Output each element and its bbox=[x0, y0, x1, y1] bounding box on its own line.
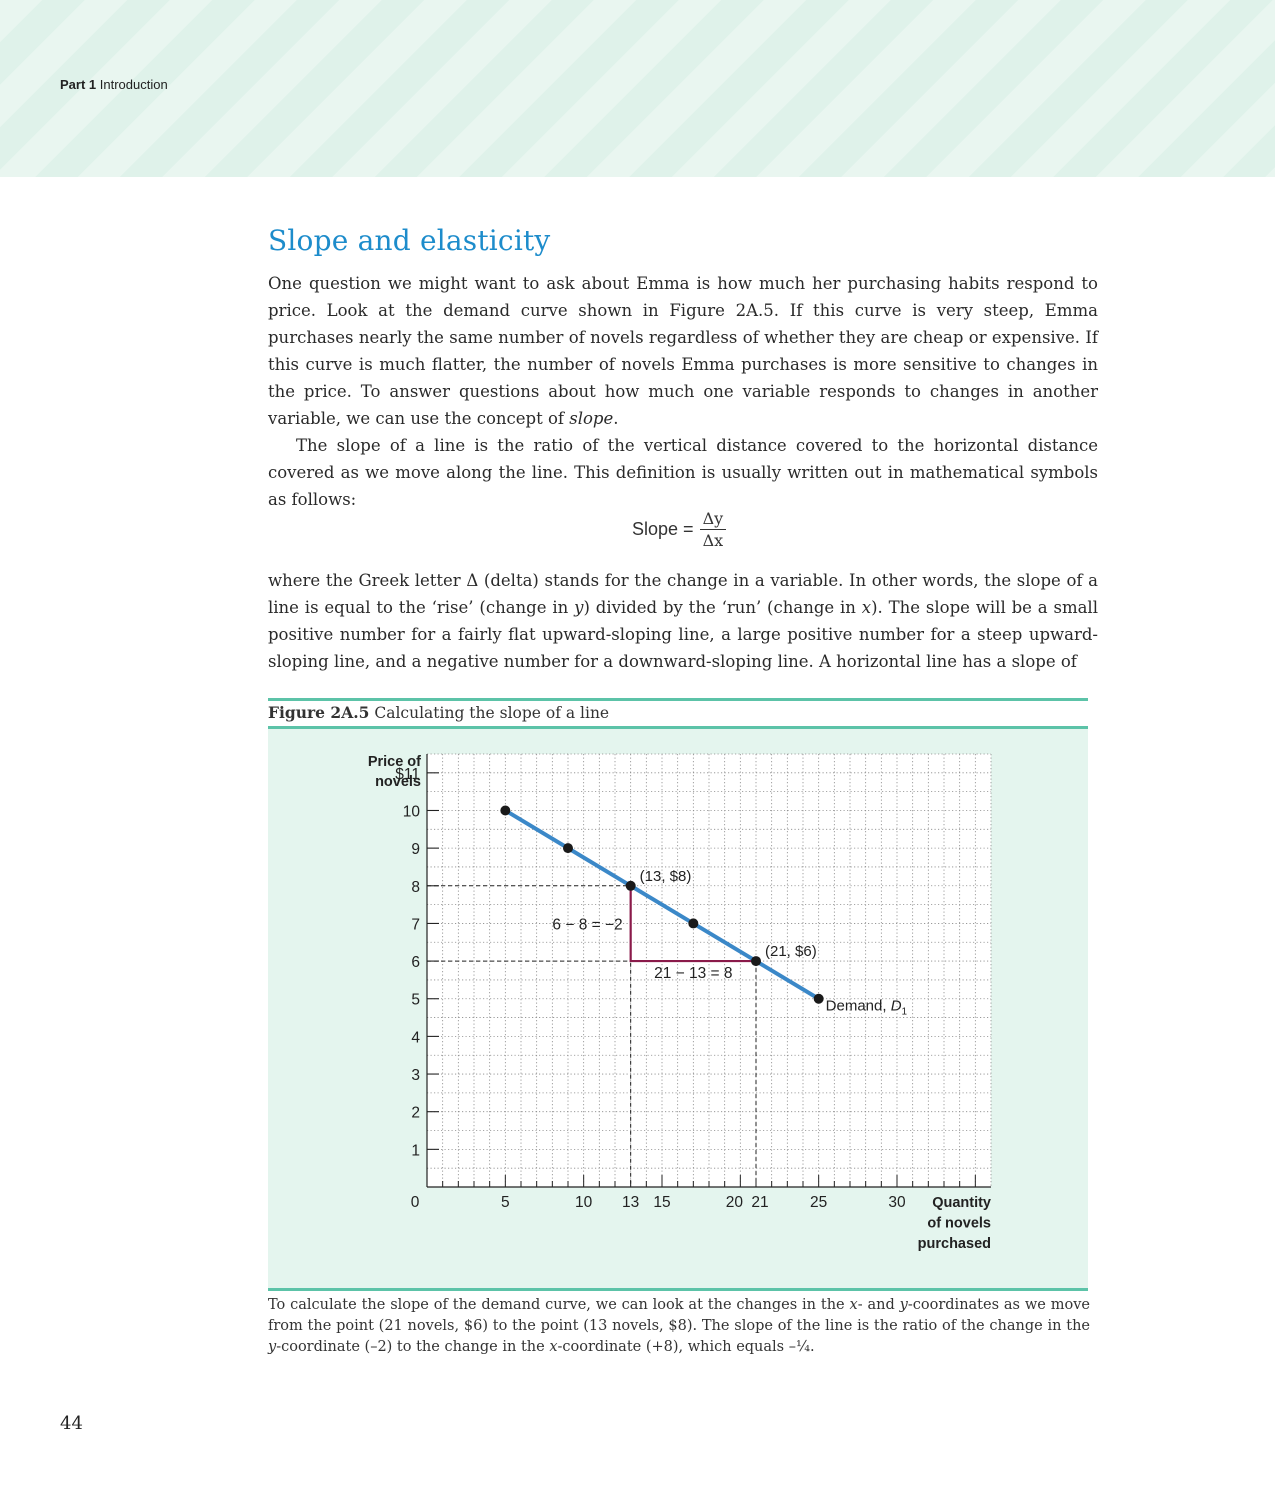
page-number: 44 bbox=[60, 1413, 83, 1434]
note-var-x1: x bbox=[849, 1297, 858, 1313]
paragraph-2: The slope of a line is the ratio of the … bbox=[268, 436, 1098, 509]
x-tick-label: 21 bbox=[751, 1194, 768, 1211]
y-tick-label: 4 bbox=[411, 1029, 420, 1046]
figure-caption: Figure 2A.5 Calculating the slope of a l… bbox=[268, 703, 609, 722]
formula-denominator: Δx bbox=[702, 530, 724, 550]
y-tick-label: 1 bbox=[411, 1142, 420, 1159]
paragraph-1: One question we might want to ask about … bbox=[268, 270, 1098, 432]
y-tick-label: $11 bbox=[395, 766, 420, 783]
y-tick-label: 8 bbox=[411, 879, 420, 896]
figure-note: To calculate the slope of the demand cur… bbox=[268, 1295, 1090, 1358]
note-var-x2: x bbox=[549, 1339, 558, 1355]
running-head-section: Introduction bbox=[99, 77, 168, 92]
run-label: 21 − 13 = 8 bbox=[654, 965, 732, 982]
x-tick-label: 13 bbox=[622, 1194, 639, 1211]
running-head-part: Part 1 bbox=[60, 77, 97, 92]
p3-text-b: ) divided by the ‘run’ (change in bbox=[583, 598, 862, 617]
slope-chart: 1 2 3 4 5 6 7 8 9 10 $11 0 5 10 13 15 20 21 25 30 Price of no… bbox=[368, 753, 992, 1252]
rise-label: 6 − 8 = −2 bbox=[552, 916, 622, 933]
y-tick-label: 3 bbox=[411, 1067, 420, 1084]
point-label: (13, $8) bbox=[640, 868, 692, 885]
y-tick-label: 10 bbox=[403, 803, 421, 820]
y-tick-label: 7 bbox=[411, 916, 420, 933]
y-tick-label: 6 bbox=[411, 954, 420, 971]
y-tick-label: 2 bbox=[411, 1105, 420, 1122]
demand-line bbox=[503, 808, 821, 1001]
note-text-b: - and bbox=[857, 1297, 900, 1313]
demand-point bbox=[813, 993, 824, 1004]
note-var-y2: y bbox=[268, 1339, 277, 1355]
x-axis-title: Quantity bbox=[932, 1195, 991, 1211]
x-tick-label: 5 bbox=[501, 1194, 510, 1211]
note-text-c: -coordinates as we move from the point (… bbox=[268, 1297, 1090, 1334]
formula-fraction: Δy Δx bbox=[699, 509, 727, 550]
p1-italic-term: slope bbox=[569, 409, 614, 428]
p3-text-a: where the Greek letter Δ (delta) stands … bbox=[268, 571, 1098, 617]
x-tick-label: 10 bbox=[575, 1194, 593, 1211]
y-tick-label: 5 bbox=[411, 992, 420, 1009]
x-tick-label: 15 bbox=[653, 1194, 670, 1211]
figure-top-rule bbox=[268, 698, 1088, 701]
note-text-e: -coordinate (+8), which equals –¼. bbox=[557, 1339, 815, 1355]
paragraph-3: where the Greek letter Δ (delta) stands … bbox=[268, 567, 1098, 675]
point-label: (21, $6) bbox=[765, 943, 817, 960]
demand-point bbox=[688, 918, 699, 929]
running-head: Part 1 Introduction bbox=[60, 77, 168, 92]
curve-label: Demand, D1 bbox=[826, 998, 908, 1018]
p1-end: . bbox=[613, 409, 619, 428]
x-axis-title: of novels bbox=[927, 1216, 991, 1232]
p3-var-x: x bbox=[861, 598, 872, 617]
x-tick-label: 30 bbox=[888, 1194, 906, 1211]
grid bbox=[427, 753, 992, 1187]
x-tick-label: 20 bbox=[726, 1194, 744, 1211]
rise-run-triangle bbox=[629, 885, 756, 963]
figure-title: Calculating the slope of a line bbox=[374, 704, 610, 722]
x-tick-label: 0 bbox=[411, 1194, 420, 1211]
x-axis-title: purchased bbox=[918, 1236, 991, 1252]
figure-panel: 1 2 3 4 5 6 7 8 9 10 $11 0 5 10 13 15 20 21 25 30 Price of no… bbox=[268, 726, 1088, 1291]
y-tick-label: 9 bbox=[411, 841, 420, 858]
formula-numerator: Δy bbox=[699, 509, 727, 530]
figure-number: Figure 2A.5 bbox=[268, 703, 370, 722]
demand-point bbox=[625, 880, 636, 891]
y-axis-title-line2: novels bbox=[375, 774, 421, 790]
y-axis-title: Price of bbox=[368, 754, 421, 770]
slope-formula: Slope = Δy Δx bbox=[632, 505, 727, 553]
note-text-d: -coordinate (–2) to the change in the bbox=[276, 1339, 550, 1355]
p1-text: One question we might want to ask about … bbox=[268, 274, 1098, 428]
p3-text-c: ). The slope will be a small positive nu… bbox=[268, 598, 1098, 671]
section-title: Slope and elasticity bbox=[268, 224, 551, 257]
note-text-a: To calculate the slope of the demand cur… bbox=[268, 1297, 850, 1313]
demand-point bbox=[751, 956, 761, 967]
demand-point bbox=[500, 805, 511, 816]
header-band bbox=[0, 0, 1275, 177]
p3-var-y: y bbox=[574, 598, 584, 617]
note-var-y1: y bbox=[899, 1297, 908, 1313]
demand-point bbox=[563, 843, 573, 854]
formula-label: Slope = bbox=[632, 518, 694, 539]
x-tick-label: 25 bbox=[810, 1194, 827, 1211]
